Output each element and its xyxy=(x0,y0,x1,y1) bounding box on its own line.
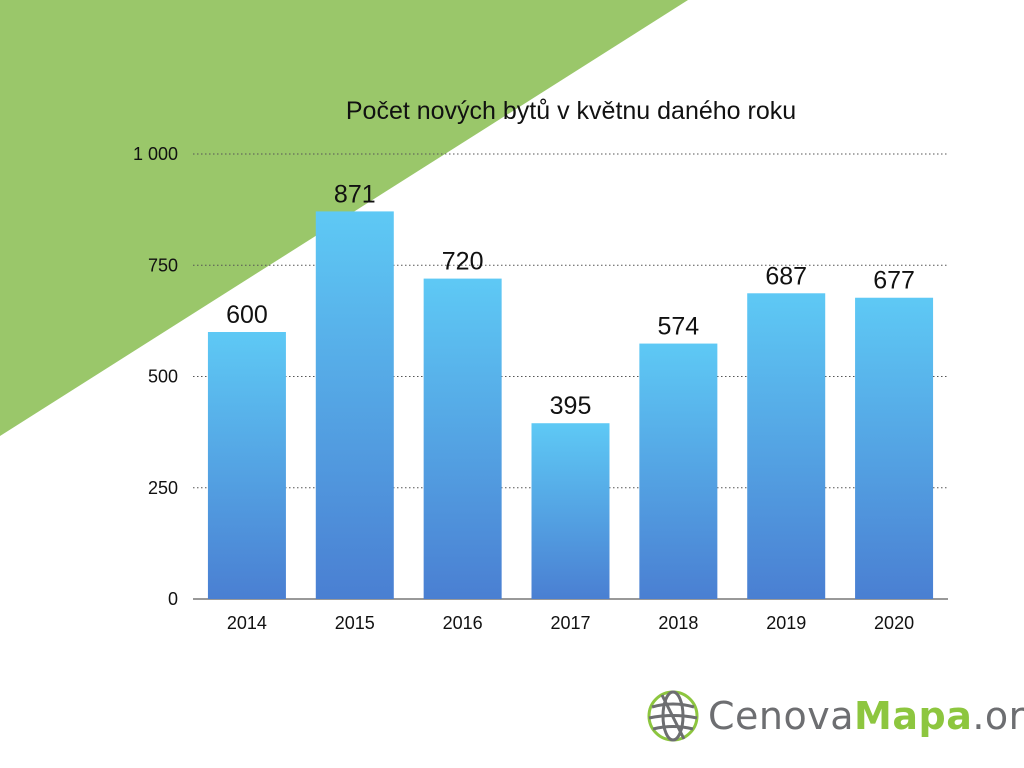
bars xyxy=(207,211,934,599)
bar-2015 xyxy=(315,211,394,599)
bar-2017 xyxy=(531,423,610,599)
logo-text-cenova: Cenova xyxy=(708,693,855,738)
y-tick-label: 500 xyxy=(148,367,178,387)
chart-title: Počet nových bytů v květnu daného roku xyxy=(345,97,797,125)
x-tick-label-2014: 2014 xyxy=(227,613,267,633)
cenovamapa-logo: CenovaMapa.org xyxy=(644,686,1024,746)
data-label-2014: 600 xyxy=(226,301,268,329)
data-label-2020: 677 xyxy=(873,267,915,295)
x-tick-label-2020: 2020 xyxy=(874,613,914,633)
y-tick-label: 1 000 xyxy=(133,144,178,164)
logo-text-org: .org xyxy=(972,693,1024,738)
y-tick-label: 750 xyxy=(148,255,178,275)
data-label-2015: 871 xyxy=(334,180,376,208)
data-labels: 600 871 720 395 574 687 677 xyxy=(226,180,915,420)
bar-2020 xyxy=(855,297,934,599)
x-tick-label-2016: 2016 xyxy=(443,613,483,633)
data-label-2019: 687 xyxy=(765,262,807,290)
x-tick-label-2019: 2019 xyxy=(766,613,806,633)
y-tick-label: 250 xyxy=(148,478,178,498)
bar-2016 xyxy=(423,278,502,599)
x-tick-label-2018: 2018 xyxy=(658,613,698,633)
globe-icon xyxy=(647,690,699,742)
bar-2019 xyxy=(747,293,826,599)
x-tick-label-2017: 2017 xyxy=(550,613,590,633)
data-label-2017: 395 xyxy=(550,392,592,420)
y-axis-tick-labels: 0 250 500 750 1 000 xyxy=(133,144,178,609)
data-label-2016: 720 xyxy=(442,248,484,276)
bar-2018 xyxy=(639,343,718,599)
x-axis-tick-labels: 2014 2015 2016 2017 2018 2019 2020 xyxy=(227,613,914,633)
x-tick-label-2015: 2015 xyxy=(335,613,375,633)
data-label-2018: 574 xyxy=(657,313,699,341)
y-tick-label: 0 xyxy=(168,589,178,609)
logo-text-mapa: Mapa xyxy=(854,693,973,738)
bar-2014 xyxy=(207,332,286,599)
